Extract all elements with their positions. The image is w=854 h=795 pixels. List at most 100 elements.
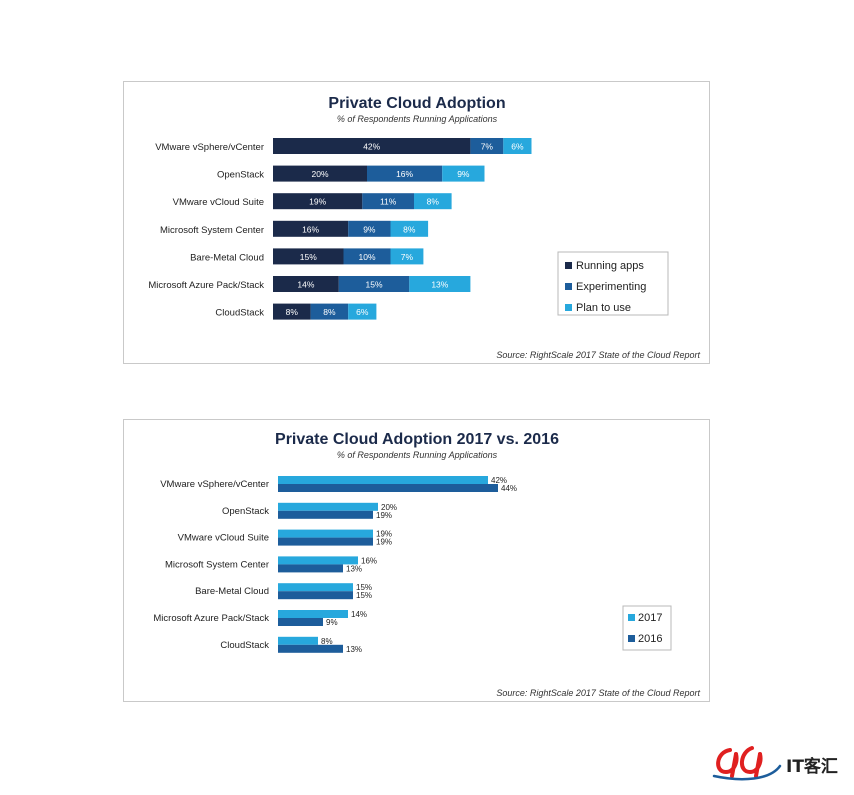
bar-segment <box>348 303 377 320</box>
bar-segment <box>273 138 471 154</box>
bar <box>278 537 373 546</box>
chart-title: Private Cloud Adoption 2017 vs. 2016 <box>275 431 559 448</box>
data-label: 20% <box>381 503 397 512</box>
data-label: 8% <box>427 197 440 207</box>
data-label: 15% <box>366 280 383 290</box>
data-label: 19% <box>309 197 326 207</box>
data-label: 13% <box>346 645 362 654</box>
chart-panel-adoption: Private Cloud Adoption % of Respondents R… <box>123 81 710 364</box>
logo-mark-icon <box>712 746 782 781</box>
category-label: CloudStack <box>215 308 264 319</box>
bar-segment <box>343 248 391 265</box>
bar-segment <box>367 165 443 182</box>
bar-segment <box>310 303 349 320</box>
data-label: 7% <box>401 252 414 262</box>
category-label: VMware vCloud Suite <box>173 197 264 208</box>
bar-segment <box>273 220 349 237</box>
category-label: Bare-Metal Cloud <box>190 252 264 263</box>
data-label: 42% <box>363 142 380 152</box>
logo-text: IT客汇 <box>786 757 838 777</box>
data-label: 8% <box>323 307 336 317</box>
data-label: 14% <box>297 280 314 290</box>
data-label: 13% <box>431 280 448 290</box>
data-label: 6% <box>356 307 369 317</box>
chart-subtitle: % of Respondents Running Applications <box>337 450 498 460</box>
bar <box>278 644 343 653</box>
category-label: OpenStack <box>222 506 269 517</box>
category-label: Microsoft System Center <box>160 225 264 236</box>
bar-segment <box>442 165 485 182</box>
category-label: OpenStack <box>217 170 264 181</box>
data-label: 20% <box>311 169 328 179</box>
bar <box>278 556 358 565</box>
bar-segment <box>273 248 344 265</box>
bar-segment <box>338 276 410 292</box>
legend-swatch <box>628 635 635 642</box>
bar-segment <box>414 193 452 210</box>
data-label: 44% <box>501 484 517 493</box>
data-label: 15% <box>300 252 317 262</box>
category-label: VMware vSphere/vCenter <box>160 479 269 490</box>
data-label: 15% <box>356 583 372 592</box>
data-label: 19% <box>376 511 392 520</box>
legend-label: 2016 <box>638 633 662 645</box>
bar-segment <box>273 303 311 320</box>
data-label: 8% <box>321 637 333 646</box>
chart-panel-comparison: Private Cloud Adoption 2017 vs. 2016 % of… <box>123 419 710 702</box>
chart-comparison: Private Cloud Adoption 2017 vs. 2016 % of… <box>153 431 700 698</box>
bar <box>278 476 488 484</box>
data-label: 16% <box>302 224 319 234</box>
chart-source: Source: RightScale 2017 State of the Clo… <box>496 350 700 360</box>
legend-label: Plan to use <box>576 302 631 314</box>
bar <box>278 564 343 573</box>
chart-subtitle: % of Respondents Running Applications <box>337 114 498 124</box>
bar <box>278 502 378 511</box>
data-label: 8% <box>403 224 416 234</box>
chart-title: Private Cloud Adoption <box>328 95 505 112</box>
legend-swatch <box>565 304 572 311</box>
category-label: Microsoft Azure Pack/Stack <box>153 613 269 624</box>
legend: Running apps Experimenting Plan to use <box>557 251 669 316</box>
bar <box>278 636 318 645</box>
data-label: 42% <box>491 476 507 485</box>
bar-segment <box>362 193 414 210</box>
data-label: 8% <box>286 307 299 317</box>
bar-segment <box>409 276 471 292</box>
bar-segment <box>470 138 504 154</box>
bar-segment <box>273 276 339 292</box>
bar-segment <box>348 220 391 237</box>
legend-label: Running apps <box>576 260 644 272</box>
data-label: 11% <box>380 197 397 207</box>
data-label: 10% <box>358 252 375 262</box>
data-label: 16% <box>396 169 413 179</box>
chart-source: Source: RightScale 2017 State of the Clo… <box>496 688 700 698</box>
category-label: CloudStack <box>220 640 269 651</box>
bar-segment <box>273 193 363 210</box>
chart-adoption: Private Cloud Adoption % of Respondents R… <box>148 95 700 360</box>
data-label: 9% <box>326 618 338 627</box>
bar <box>278 610 348 618</box>
category-label: Microsoft Azure Pack/Stack <box>148 280 264 291</box>
itkehui-logo: IT客汇 <box>712 742 847 784</box>
data-label: 15% <box>356 591 372 600</box>
legend-swatch <box>628 614 635 621</box>
bar <box>278 583 353 592</box>
legend-swatch <box>565 262 572 269</box>
legend-label: Experimenting <box>576 281 646 293</box>
bar-segment <box>273 165 367 182</box>
category-label: Bare-Metal Cloud <box>195 586 269 597</box>
bar-segment <box>390 220 429 237</box>
category-label: Microsoft System Center <box>165 559 269 570</box>
bar-segment <box>503 138 532 154</box>
data-label: 6% <box>511 142 524 152</box>
legend-swatch <box>565 283 572 290</box>
category-label: VMware vSphere/vCenter <box>155 142 264 153</box>
data-label: 19% <box>376 530 392 539</box>
data-label: 7% <box>481 142 494 152</box>
bar <box>278 510 373 519</box>
legend-box <box>622 605 672 651</box>
data-label: 9% <box>457 169 470 179</box>
category-label: VMware vCloud Suite <box>178 533 269 544</box>
legend-label: 2017 <box>638 612 662 624</box>
data-label: 16% <box>361 556 377 565</box>
